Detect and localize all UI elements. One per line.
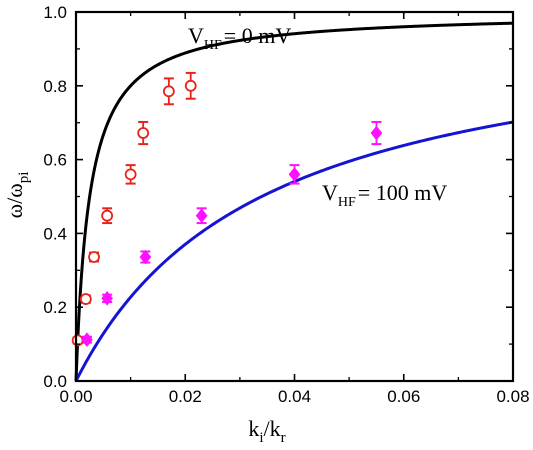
x-tick-label: 0.02 — [169, 387, 202, 406]
data-point-diamond — [139, 249, 152, 265]
data-markers — [71, 79, 383, 347]
x-tick-label: 0.06 — [387, 387, 420, 406]
data-point-open-circle — [137, 127, 150, 139]
y-axis-title: ω/ωpi — [2, 172, 32, 219]
y-tick-label: 0.2 — [43, 298, 67, 317]
data-point-diamond — [101, 291, 113, 306]
data-point-diamond — [370, 125, 383, 141]
data-point-open-circle — [88, 251, 100, 263]
annotation-vhf-100: VHF= 100 mV — [322, 180, 447, 210]
data-point-open-circle — [79, 293, 92, 305]
x-tick-label: 0.08 — [496, 387, 529, 406]
data-point-open-circle — [184, 79, 197, 92]
data-point-open-circle — [101, 209, 114, 222]
plot-frame — [74, 10, 515, 383]
fit-curves — [74, 21, 514, 382]
tick-labels: 0.00 0.02 0.04 0.06 0.08 0.0 0.2 0.4 0.6 0.8 1.0 — [43, 3, 529, 406]
axes — [74, 10, 515, 383]
error-bars — [72, 71, 382, 345]
y-tick-label: 0.6 — [43, 151, 67, 170]
data-point-diamond — [81, 332, 93, 347]
x-axis-title: ki/kr — [248, 416, 285, 446]
fit-curve-1 — [74, 21, 514, 382]
y-tick-label: 0.4 — [43, 224, 67, 243]
data-point-open-circle — [124, 168, 137, 181]
y-tick-label: 1.0 — [43, 3, 67, 22]
data-point-diamond — [195, 208, 208, 223]
y-tick-label: 0.8 — [43, 77, 67, 96]
y-tick-label: 0.0 — [43, 372, 67, 391]
annotation-vhf-0: VHF= 0 mV — [188, 23, 291, 53]
x-tick-label: 0.04 — [278, 387, 311, 406]
x-tick-label: 0.00 — [59, 387, 92, 406]
data-point-open-circle — [162, 85, 175, 98]
data-point-diamond — [288, 167, 301, 182]
